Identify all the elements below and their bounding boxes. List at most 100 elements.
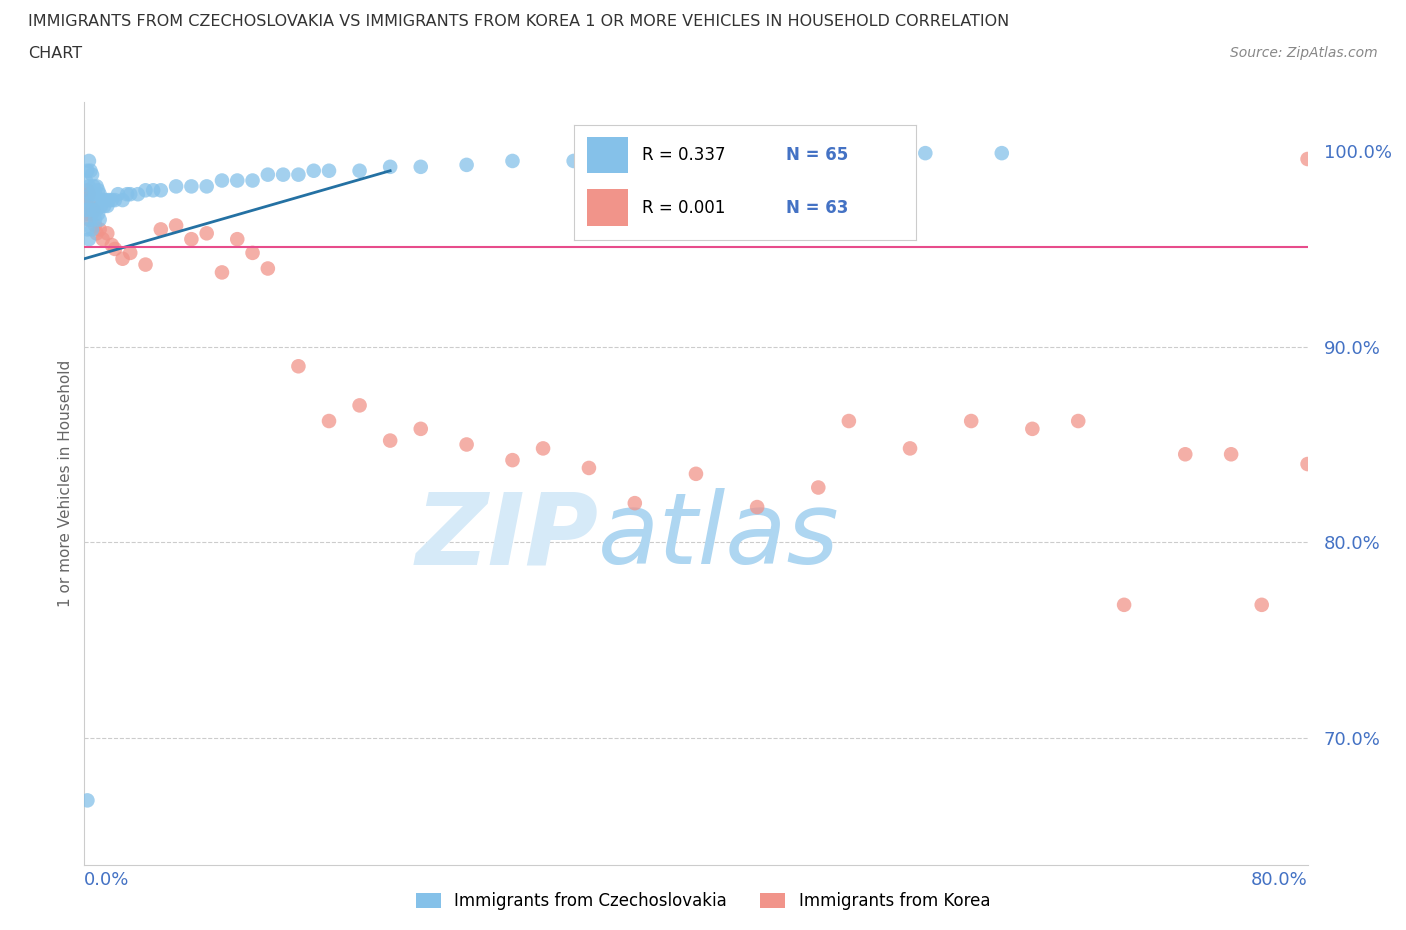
Point <box>111 193 134 207</box>
Point <box>76 793 98 808</box>
Point <box>287 359 309 374</box>
Point <box>807 480 830 495</box>
Point <box>257 261 280 276</box>
Text: Source: ZipAtlas.com: Source: ZipAtlas.com <box>1230 46 1378 60</box>
Point <box>960 414 983 429</box>
Point <box>76 164 98 179</box>
Point <box>77 187 100 202</box>
Point <box>107 187 129 202</box>
Point <box>1327 457 1350 472</box>
Point <box>1250 597 1272 612</box>
Point <box>135 183 157 198</box>
Point <box>562 153 585 168</box>
Point <box>75 203 97 218</box>
Point <box>380 433 402 448</box>
Point <box>898 441 921 456</box>
Point <box>242 173 264 188</box>
Point <box>1372 460 1395 475</box>
Point <box>76 222 98 237</box>
Point <box>80 167 103 182</box>
Point <box>77 179 100 193</box>
Point <box>96 226 118 241</box>
Point <box>83 203 105 218</box>
Point <box>79 187 101 202</box>
Point <box>76 183 98 198</box>
Point <box>84 212 107 227</box>
Point <box>380 159 402 174</box>
Point <box>302 164 325 179</box>
Point <box>76 193 98 207</box>
Point <box>195 226 218 241</box>
Point <box>104 242 127 257</box>
Point <box>531 441 554 456</box>
Point <box>409 159 432 174</box>
Point <box>94 193 117 207</box>
Point <box>165 179 187 193</box>
Text: IMMIGRANTS FROM CZECHOSLOVAKIA VS IMMIGRANTS FROM KOREA 1 OR MORE VEHICLES IN HO: IMMIGRANTS FROM CZECHOSLOVAKIA VS IMMIGR… <box>28 14 1010 29</box>
Text: CHART: CHART <box>28 46 82 61</box>
Point <box>89 212 111 227</box>
Point <box>914 146 936 161</box>
Point <box>838 148 860 163</box>
Point <box>120 246 142 260</box>
Point <box>1174 446 1197 461</box>
Point <box>165 218 187 232</box>
Point <box>149 222 172 237</box>
Point <box>1296 152 1319 166</box>
Point <box>135 258 157 272</box>
Point <box>502 153 524 168</box>
Point <box>211 173 233 188</box>
Point <box>120 187 142 202</box>
Point <box>1296 457 1319 472</box>
Point <box>991 146 1014 161</box>
Point <box>86 226 108 241</box>
Point <box>77 232 100 246</box>
Point <box>90 198 112 213</box>
Point <box>456 437 478 452</box>
Point <box>761 148 783 163</box>
Point <box>149 183 172 198</box>
Point <box>624 496 647 511</box>
Point <box>211 265 233 280</box>
Point <box>180 232 202 246</box>
Point <box>456 157 478 172</box>
Legend: Immigrants from Czechoslovakia, Immigrants from Korea: Immigrants from Czechoslovakia, Immigran… <box>409 885 997 917</box>
Point <box>86 179 108 193</box>
Point <box>226 232 249 246</box>
Point <box>624 150 647 165</box>
Point <box>91 193 114 207</box>
Text: 0.0%: 0.0% <box>84 870 129 889</box>
Point <box>96 198 118 213</box>
Point <box>77 212 100 227</box>
Point <box>685 466 707 481</box>
Point <box>101 193 124 207</box>
Point <box>271 167 294 182</box>
Point <box>349 164 371 179</box>
Point <box>747 499 769 514</box>
Point <box>77 153 100 168</box>
Point <box>87 183 110 198</box>
Point <box>257 167 280 182</box>
Point <box>409 421 432 436</box>
Point <box>87 206 110 221</box>
Point <box>93 198 115 213</box>
Point <box>838 414 860 429</box>
Point <box>318 164 340 179</box>
Point <box>75 173 97 188</box>
Point <box>242 246 264 260</box>
Point <box>79 212 101 227</box>
Point <box>502 453 524 468</box>
Point <box>115 187 138 202</box>
Point <box>80 222 103 237</box>
Point <box>79 164 101 179</box>
Point <box>76 206 98 221</box>
Point <box>142 183 165 198</box>
Point <box>89 222 111 237</box>
Point <box>685 150 707 165</box>
Point <box>77 203 100 218</box>
Point <box>80 206 103 221</box>
Point <box>180 179 202 193</box>
Text: atlas: atlas <box>598 488 839 586</box>
Point <box>80 193 103 207</box>
Point <box>578 460 600 475</box>
